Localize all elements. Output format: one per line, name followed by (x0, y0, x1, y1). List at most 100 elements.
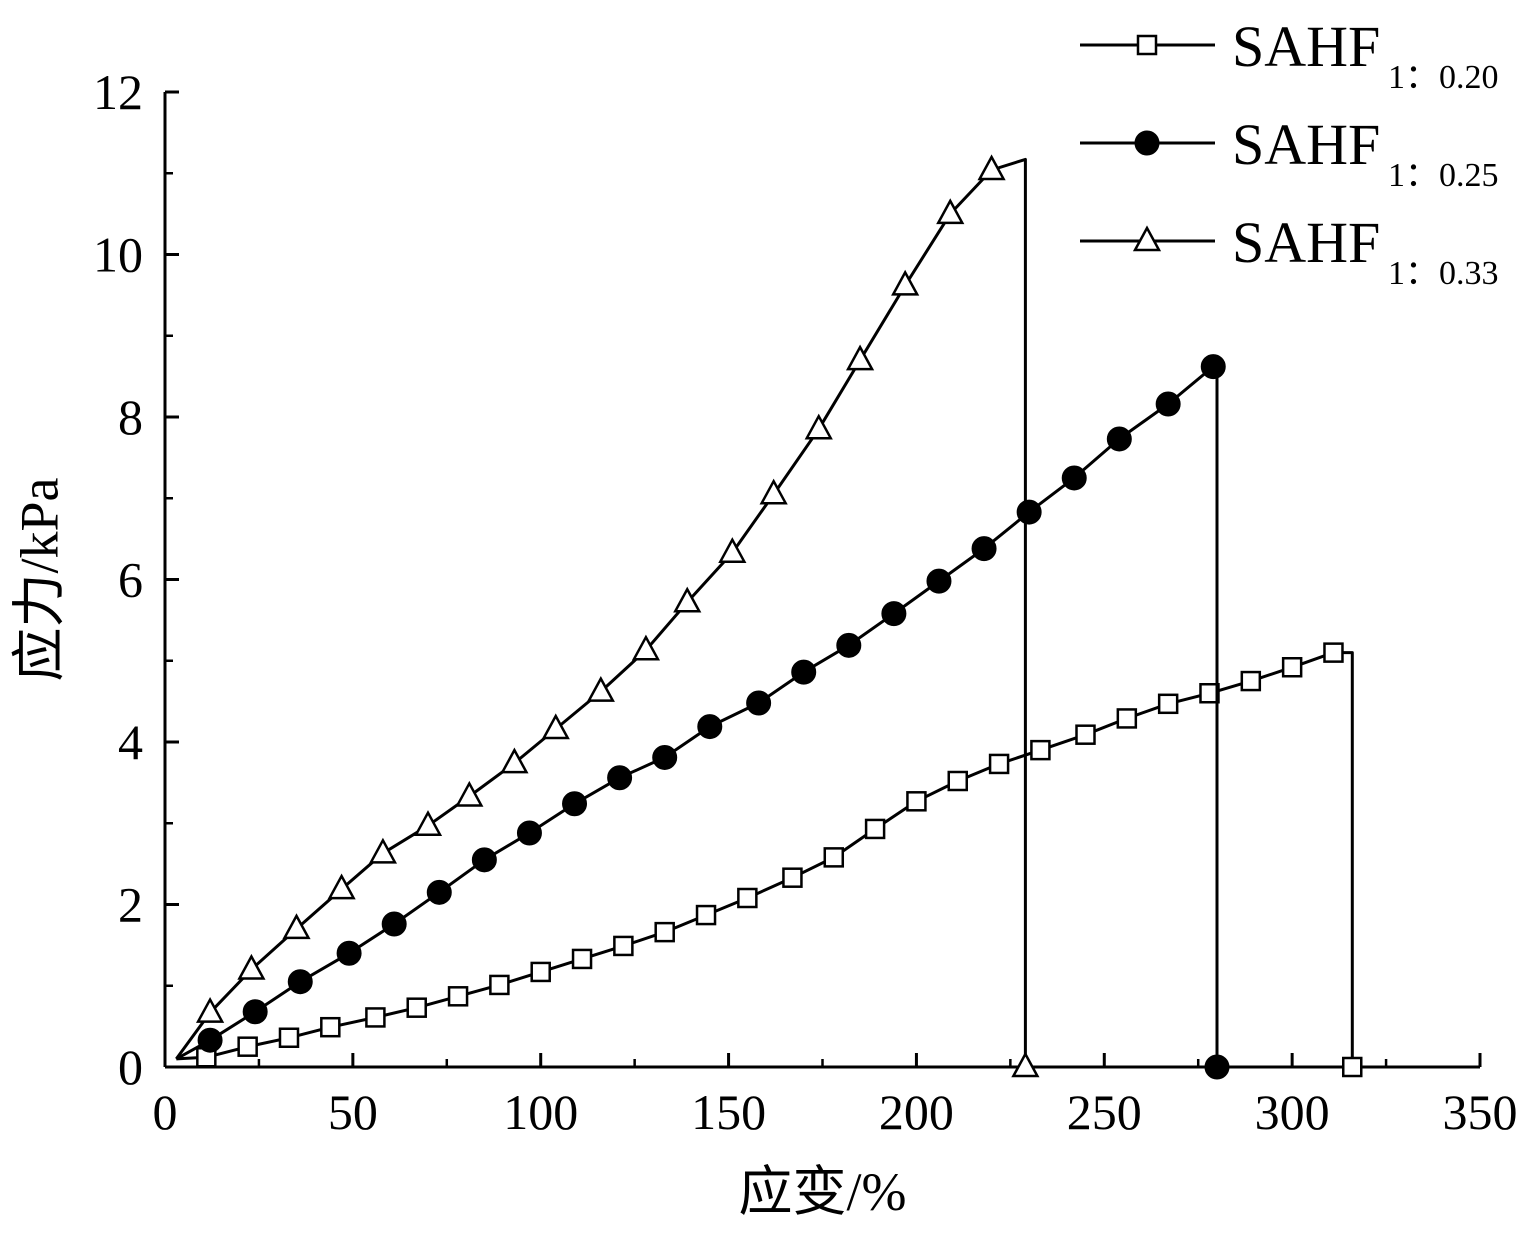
data-point (1281, 657, 1303, 678)
data-point (891, 269, 920, 296)
series-3 (175, 154, 1040, 1078)
data-point (1204, 1054, 1230, 1080)
data-point (320, 1016, 341, 1038)
data-point (1323, 642, 1344, 663)
legend-subscript: 1：0.25 (1388, 157, 1499, 194)
y-tick-label: 6 (118, 552, 143, 608)
data-point (1157, 693, 1179, 715)
y-tick-label: 4 (118, 714, 143, 770)
data-point (654, 921, 675, 943)
data-point (1240, 670, 1262, 692)
legend-label: SAHF (1232, 14, 1380, 79)
data-point (746, 690, 772, 716)
y-tick-label: 0 (118, 1039, 143, 1095)
data-point (195, 996, 225, 1023)
data-point (381, 911, 407, 937)
data-point (718, 537, 747, 563)
data-point (823, 847, 845, 868)
data-point (197, 1027, 223, 1053)
data-point (782, 867, 803, 888)
data-point (586, 676, 615, 702)
data-point (947, 770, 969, 792)
data-point (368, 837, 398, 864)
legend-subscript: 1：0.20 (1388, 59, 1499, 96)
data-point (471, 847, 497, 873)
x-tick-label: 150 (691, 1084, 766, 1140)
data-point (541, 713, 570, 740)
data-point (673, 586, 702, 613)
x-tick-label: 50 (328, 1084, 378, 1140)
legend-marker (1136, 34, 1158, 56)
x-tick-label: 350 (1443, 1084, 1518, 1140)
data-point (613, 935, 634, 957)
x-tick-label: 300 (1255, 1084, 1330, 1140)
data-point (562, 791, 588, 817)
data-point (426, 879, 452, 905)
data-point (881, 601, 907, 627)
data-point (447, 986, 469, 1007)
x-tick-label: 0 (153, 1084, 178, 1140)
data-point (695, 904, 717, 926)
data-point (516, 820, 542, 846)
data-point (455, 780, 484, 807)
series-line (176, 651, 1354, 1067)
data-point (1061, 465, 1087, 491)
data-point (571, 948, 593, 970)
data-point (1106, 426, 1132, 452)
data-point (759, 478, 788, 505)
data-point (631, 634, 661, 661)
data-point (804, 413, 833, 440)
series-1 (176, 642, 1363, 1078)
legend-marker (1134, 130, 1160, 156)
data-point (1011, 1051, 1040, 1078)
data-point (237, 1036, 258, 1057)
series-group (175, 154, 1363, 1080)
data-point (1116, 708, 1138, 729)
axes: 0 50 100 150 200 250 300 350 0 2 4 6 8 10 12 (93, 64, 1518, 1140)
y-tick-label: 8 (118, 389, 143, 445)
data-point (845, 344, 875, 371)
legend-marker (1132, 225, 1162, 252)
data-point (406, 997, 427, 1018)
data-point (988, 753, 1010, 775)
y-tick-label: 2 (118, 877, 143, 933)
data-point (336, 940, 362, 966)
y-tick-label: 10 (93, 227, 143, 283)
data-point (365, 1007, 386, 1028)
data-point (1075, 724, 1096, 745)
legend-label: SAHF (1232, 112, 1380, 177)
data-point (977, 154, 1006, 181)
data-point (287, 969, 313, 995)
data-point (237, 953, 266, 980)
data-point (864, 818, 886, 840)
series-line (175, 157, 1027, 1067)
data-point (242, 999, 268, 1025)
data-point (278, 1027, 300, 1048)
data-point (906, 791, 927, 812)
data-point (327, 873, 356, 900)
data-point (282, 913, 311, 940)
data-point (737, 887, 758, 909)
y-axis-title: 应力/kPa (9, 477, 69, 681)
data-point (1342, 1056, 1363, 1078)
data-point (926, 568, 952, 594)
y-tick-label: 12 (93, 64, 143, 120)
series-line (175, 365, 1219, 1067)
legend-entry-2: SAHF 1：0.25 (1080, 112, 1499, 194)
data-point (530, 961, 551, 983)
x-axis-title: 应变/% (739, 1162, 907, 1222)
series-2 (175, 354, 1230, 1080)
data-point (791, 659, 817, 685)
data-point (1030, 739, 1051, 761)
x-tick-label: 250 (1067, 1084, 1142, 1140)
legend-entry-1: SAHF 1：0.20 (1080, 14, 1499, 96)
data-point (971, 536, 997, 562)
legend-label: SAHF (1232, 210, 1380, 275)
data-point (936, 198, 965, 225)
data-point (1155, 391, 1181, 417)
data-point (413, 810, 443, 836)
x-tick-label: 200 (879, 1084, 954, 1140)
data-point (489, 974, 510, 996)
